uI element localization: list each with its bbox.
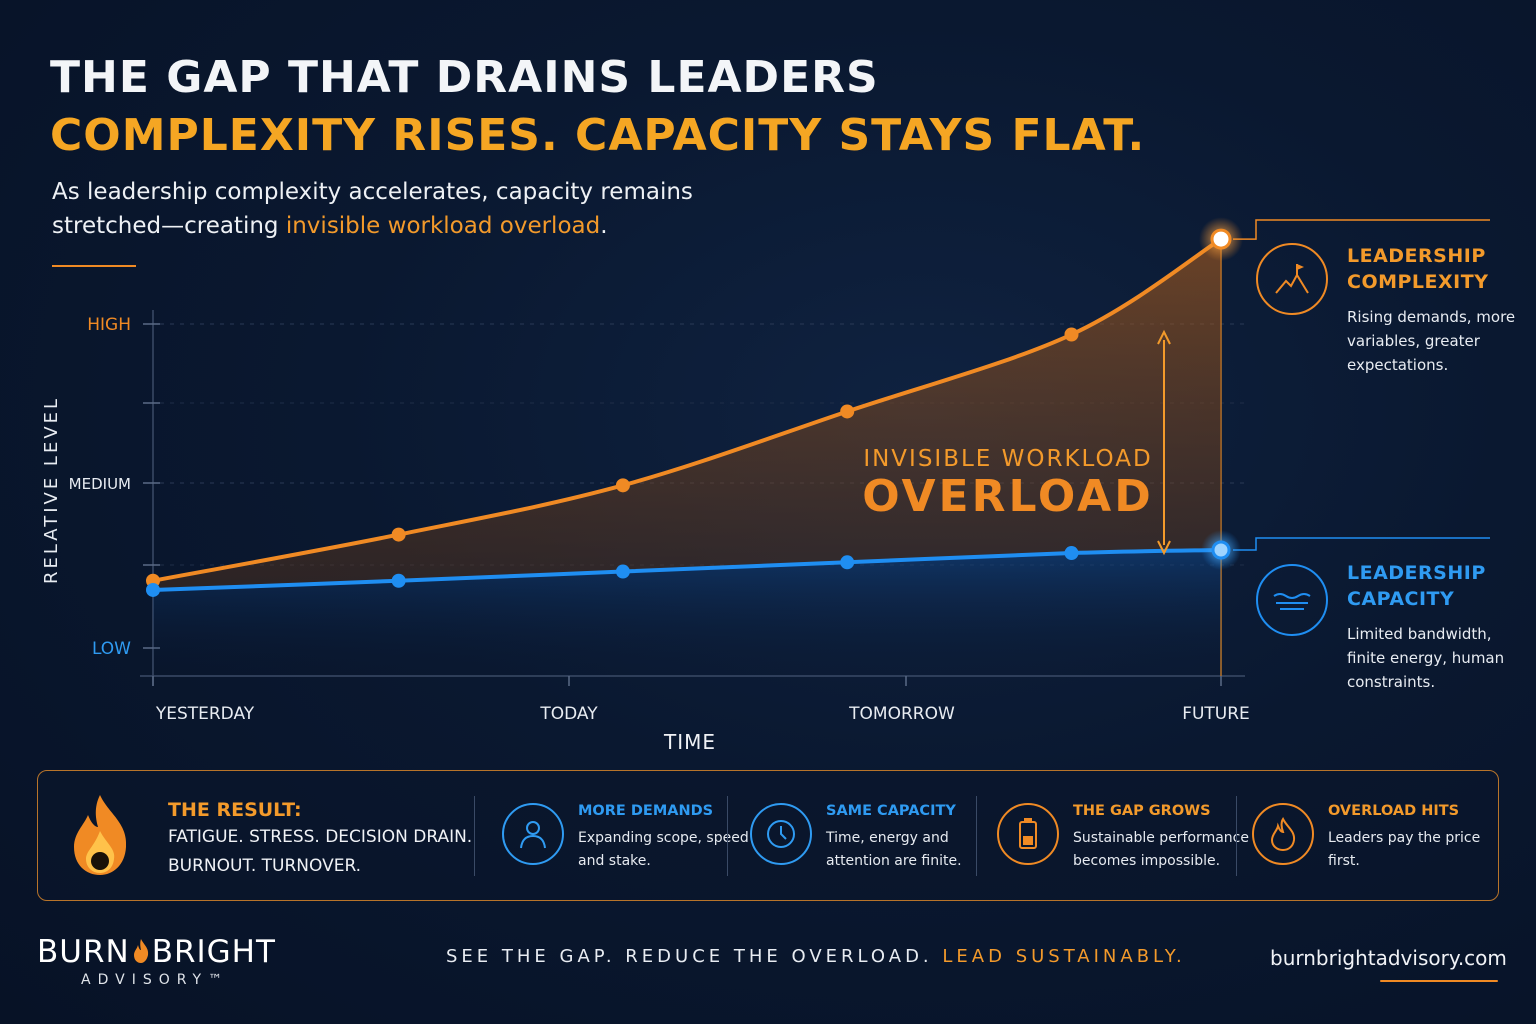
tagline: SEE THE GAP. REDUCE THE OVERLOAD. LEAD S… — [446, 946, 1186, 967]
result-line-2: BURNOUT. TURNOVER. — [168, 856, 362, 876]
lede-part-2: . — [600, 213, 608, 239]
complexity-point — [615, 478, 630, 493]
brand-right: BRIGHT — [151, 934, 276, 970]
capacity-title-line-2: CAPACITY — [1347, 588, 1455, 610]
complexity-point — [391, 527, 406, 542]
x-axis-label: TIME — [663, 730, 716, 754]
complexity-point — [840, 404, 855, 419]
flame-icon — [1252, 803, 1314, 865]
brand-wordmark: BURN BRIGHT — [37, 934, 276, 970]
complexity-title-line-1: LEADERSHIP — [1347, 245, 1486, 267]
y-axis-label: RELATIVE LEVEL — [41, 396, 62, 584]
result-panel: THE RESULT: FATIGUE. STRESS. DECISION DR… — [37, 770, 1499, 901]
person-icon — [502, 803, 564, 865]
item-title: THE GAP GROWS — [1073, 803, 1211, 819]
tagline-part-1: SEE THE GAP. REDUCE THE OVERLOAD. — [446, 946, 943, 967]
flame-icon — [68, 791, 132, 877]
page-title: THE GAP THAT DRAINS LEADERS — [50, 52, 879, 103]
item-desc: Leaders pay the price first. — [1328, 830, 1481, 869]
chart-points — [146, 217, 1243, 597]
capacity-point — [1064, 546, 1079, 561]
capacity-connector — [1233, 537, 1490, 551]
clock-icon — [750, 803, 812, 865]
item-title: SAME CAPACITY — [826, 803, 956, 819]
capacity-point — [146, 582, 160, 597]
capacity-point — [615, 564, 630, 579]
result-item-gap-grows: THE GAP GROWS Sustainable performance be… — [997, 791, 1249, 881]
lede-part-1: As leadership complexity accelerates, ca… — [52, 179, 693, 239]
divider — [1236, 796, 1237, 876]
x-tick-label: FUTURE — [1182, 704, 1250, 724]
lede-text: As leadership complexity accelerates, ca… — [52, 175, 772, 243]
gap-area — [153, 239, 1221, 590]
item-desc: Sustainable performance becomes impossib… — [1073, 830, 1249, 869]
result-item-more-demands: MORE DEMANDS Expanding scope, speed and … — [502, 791, 752, 881]
capacity-title: LEADERSHIP CAPACITY — [1347, 560, 1527, 612]
y-tick-label: LOW — [92, 639, 131, 659]
x-tick-label: YESTERDAY — [155, 704, 255, 724]
water-level-icon — [1256, 564, 1328, 636]
annotation-line-2: OVERLOAD — [862, 471, 1153, 522]
capacity-point — [391, 573, 406, 588]
divider — [727, 796, 728, 876]
result-line-1: FATIGUE. STRESS. DECISION DRAIN. — [168, 827, 473, 847]
item-desc: Time, energy and attention are finite. — [826, 830, 962, 869]
complexity-point — [1064, 327, 1079, 342]
divider — [474, 796, 475, 876]
brand-sub: ADVISORY™ — [81, 972, 230, 988]
result-item-same-capacity: SAME CAPACITY Time, energy and attention… — [750, 791, 1000, 881]
gap-arrow-head-down — [1157, 540, 1171, 556]
complexity-desc: Rising demands, more variables, greater … — [1347, 308, 1516, 374]
tagline-highlight: LEAD SUSTAINABLY. — [942, 946, 1186, 967]
complexity-title: LEADERSHIP COMPLEXITY — [1347, 243, 1527, 295]
divider — [976, 796, 977, 876]
item-desc: Expanding scope, speed and stake. — [578, 830, 749, 869]
y-tick-label: HIGH — [87, 315, 131, 335]
mountain-flag-icon — [1256, 243, 1328, 315]
y-tick-label: MEDIUM — [69, 475, 131, 493]
site-accent-rule — [1380, 980, 1498, 982]
capacity-point — [840, 555, 855, 570]
brand-logo: BURN BRIGHT ADVISORY™ — [37, 934, 276, 988]
item-title: OVERLOAD HITS — [1328, 803, 1460, 819]
capacity-title-line-1: LEADERSHIP — [1347, 562, 1486, 584]
x-tick-label: TODAY — [539, 704, 598, 724]
complexity-title-line-2: COMPLEXITY — [1347, 271, 1489, 293]
complexity-end-point — [1210, 228, 1232, 250]
complexity-connector — [1233, 219, 1490, 240]
annotation-line-1: INVISIBLE WORKLOAD — [863, 446, 1152, 472]
result-item-overload-hits: OVERLOAD HITS Leaders pay the price firs… — [1252, 791, 1502, 881]
item-title: MORE DEMANDS — [578, 803, 714, 819]
website-link[interactable]: burnbrightadvisory.com — [1270, 946, 1507, 970]
brand-left: BURN — [37, 934, 130, 970]
capacity-desc: Limited bandwidth, finite energy, human … — [1347, 625, 1505, 691]
chart-labels: LOW MEDIUM HIGH RELATIVE LEVEL YESTERDAY TODA… — [41, 315, 1250, 754]
lede-accent-rule — [52, 265, 136, 267]
result-head: THE RESULT: — [168, 799, 302, 821]
gap-chart: LOW MEDIUM HIGH RELATIVE LEVEL YESTERDAY TODA… — [41, 217, 1490, 754]
page-subtitle: COMPLEXITY RISES. CAPACITY STAYS FLAT. — [50, 110, 1146, 161]
capacity-end-point — [1211, 540, 1231, 560]
x-tick-label: TOMORROW — [848, 704, 955, 724]
gap-arrow-head-up — [1157, 329, 1171, 345]
lede-highlight: invisible workload overload — [285, 213, 601, 239]
flame-icon — [133, 939, 148, 963]
battery-icon — [997, 803, 1059, 865]
